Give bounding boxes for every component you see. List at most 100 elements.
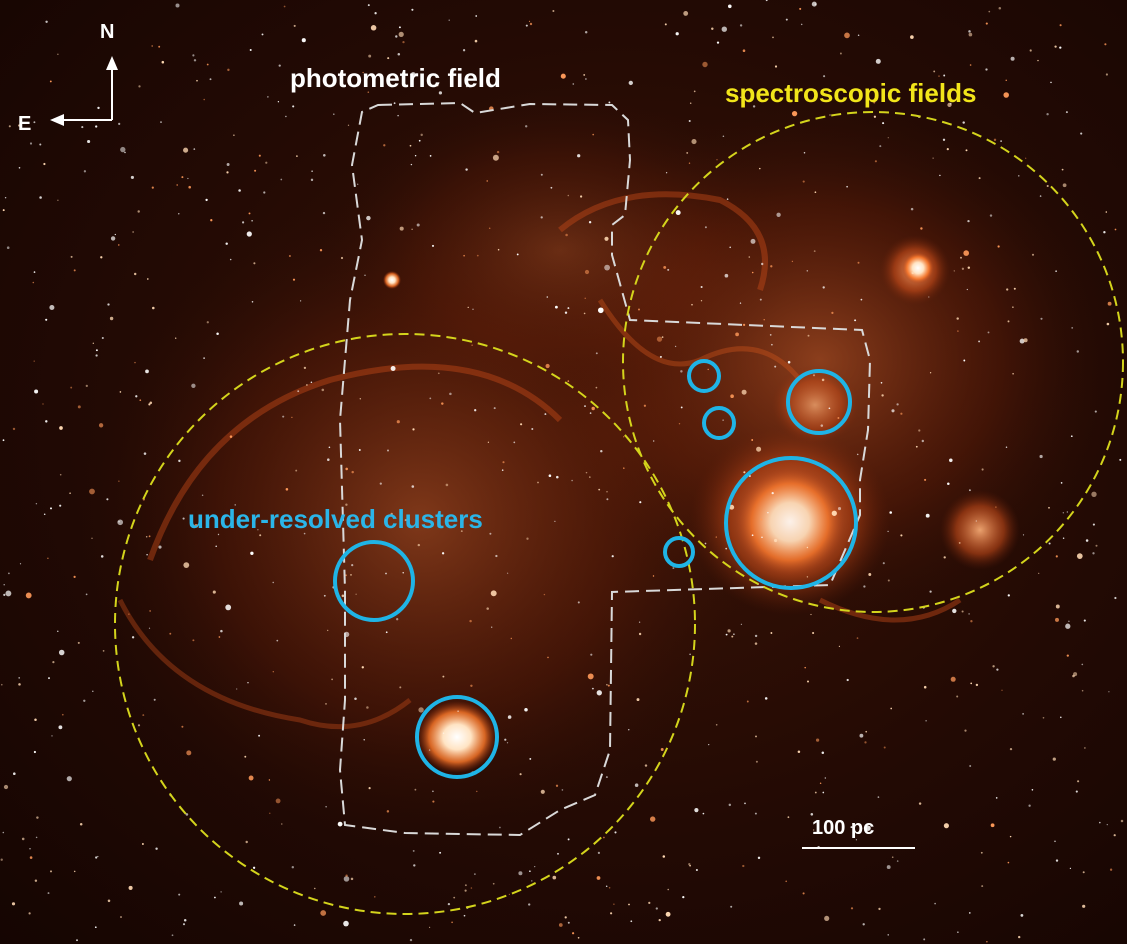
- star: [411, 8, 414, 11]
- star: [577, 601, 580, 604]
- star: [628, 903, 630, 906]
- star: [844, 32, 850, 39]
- star: [812, 631, 815, 635]
- star: [351, 470, 354, 474]
- star: [100, 555, 104, 558]
- star: [510, 637, 513, 640]
- star: [345, 874, 348, 877]
- star: [928, 296, 930, 298]
- star: [417, 543, 421, 547]
- star: [8, 125, 11, 128]
- star: [742, 49, 746, 52]
- star: [981, 885, 984, 888]
- cluster-circle: [687, 359, 721, 393]
- star: [595, 352, 598, 355]
- star: [350, 574, 352, 576]
- star: [8, 572, 10, 575]
- star: [1028, 804, 1031, 807]
- star: [141, 843, 144, 845]
- star: [151, 45, 154, 47]
- star: [604, 236, 609, 241]
- star: [148, 403, 151, 406]
- star: [43, 162, 46, 166]
- star: [374, 896, 376, 898]
- star: [716, 159, 718, 161]
- star: [950, 676, 956, 682]
- star: [61, 713, 64, 716]
- star: [118, 480, 120, 482]
- star: [960, 256, 962, 259]
- star: [688, 863, 691, 866]
- star: [1104, 43, 1107, 46]
- star: [34, 879, 38, 882]
- star: [806, 546, 809, 549]
- star: [855, 839, 858, 841]
- star: [447, 902, 451, 906]
- star: [18, 167, 21, 169]
- star: [418, 707, 424, 713]
- star: [667, 888, 669, 891]
- star: [472, 308, 474, 310]
- star: [363, 739, 365, 741]
- star: [583, 312, 586, 315]
- star: [667, 268, 670, 271]
- star: [192, 54, 195, 57]
- star: [731, 635, 734, 638]
- star: [383, 144, 386, 147]
- star: [567, 921, 570, 924]
- star: [476, 790, 478, 793]
- star: [320, 910, 327, 916]
- cluster-circles: [333, 359, 858, 779]
- star: [561, 789, 564, 791]
- star: [404, 519, 407, 522]
- star: [95, 354, 98, 357]
- star: [540, 216, 543, 219]
- star: [785, 880, 787, 883]
- star: [605, 776, 608, 779]
- star: [1003, 92, 1009, 98]
- star: [584, 31, 588, 34]
- star: [402, 572, 404, 574]
- star: [925, 513, 930, 518]
- star: [765, 0, 768, 2]
- star: [702, 61, 708, 68]
- star: [70, 386, 73, 389]
- star: [638, 621, 641, 623]
- star: [812, 374, 816, 377]
- star: [754, 634, 758, 638]
- star: [73, 269, 76, 272]
- star: [558, 923, 563, 927]
- star: [1018, 175, 1020, 177]
- star: [203, 98, 205, 101]
- star: [589, 412, 592, 414]
- star: [799, 7, 802, 10]
- star: [962, 121, 965, 124]
- star: [252, 866, 256, 869]
- star: [508, 893, 511, 896]
- star: [158, 45, 161, 48]
- star: [1105, 211, 1108, 213]
- star: [1001, 689, 1003, 691]
- star: [967, 219, 970, 223]
- star: [751, 271, 754, 274]
- star: [943, 823, 949, 829]
- star: [546, 296, 549, 298]
- star: [33, 360, 35, 362]
- star: [776, 212, 781, 217]
- star: [367, 4, 370, 7]
- star: [449, 392, 452, 396]
- star: [1, 683, 3, 686]
- star: [43, 513, 46, 516]
- star: [953, 270, 955, 272]
- star: [138, 85, 141, 88]
- star: [663, 265, 667, 269]
- star: [476, 254, 479, 257]
- star: [806, 680, 810, 683]
- star: [584, 297, 586, 299]
- cluster-circle: [786, 369, 852, 435]
- star: [497, 248, 500, 251]
- star: [769, 334, 772, 336]
- star: [1106, 823, 1108, 826]
- star: [771, 343, 773, 346]
- star: [259, 534, 262, 537]
